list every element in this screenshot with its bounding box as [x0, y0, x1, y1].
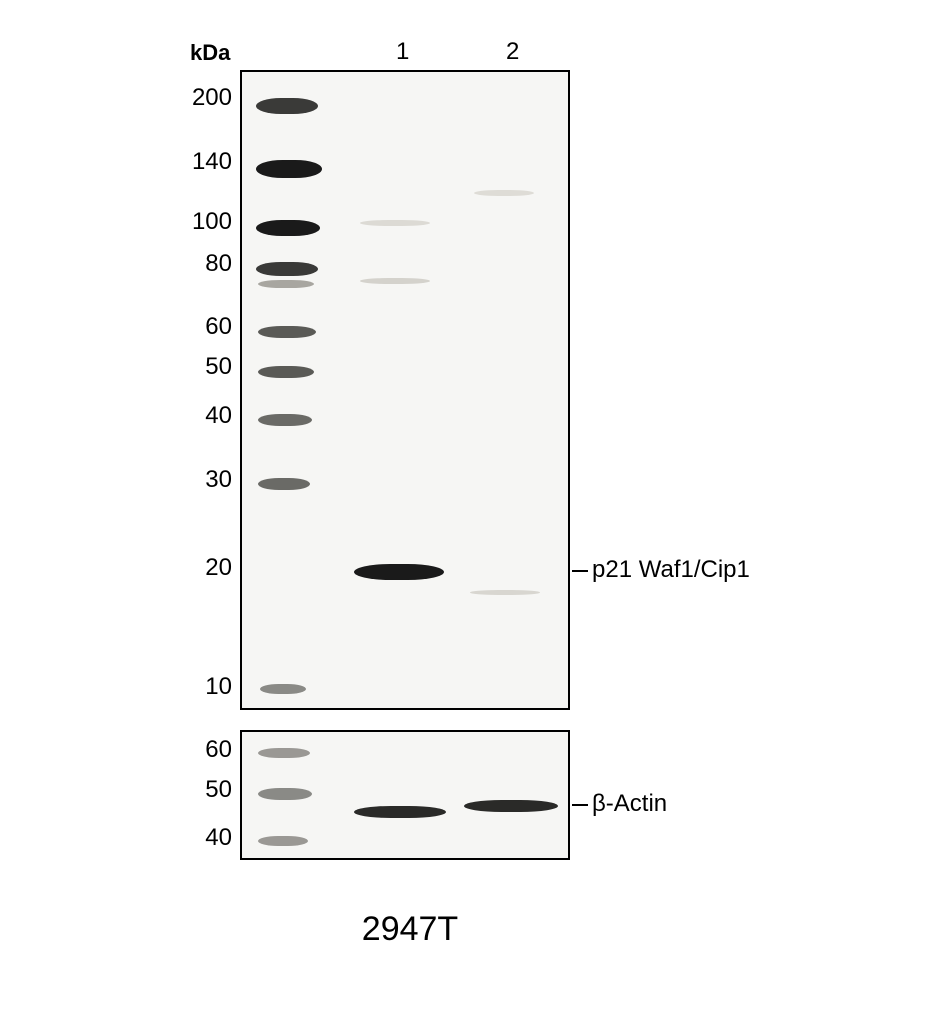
mw-label: 60: [182, 736, 232, 764]
ladder-band: [256, 262, 318, 276]
sample-band-faint: [360, 220, 430, 226]
mw-label: 40: [182, 402, 232, 430]
sample-band-faint: [470, 590, 540, 595]
mw-label: 40: [182, 824, 232, 852]
mw-label: 60: [182, 313, 232, 341]
ladder-band: [256, 220, 320, 236]
ladder-band: [260, 684, 306, 694]
sample-band-faint: [474, 190, 534, 196]
ladder-band: [256, 98, 318, 114]
actin-label: β-Actin: [592, 790, 667, 818]
ladder-band: [258, 748, 310, 758]
ladder-band: [258, 366, 314, 378]
actin-band-lane2: [464, 800, 558, 812]
mw-label: 50: [182, 776, 232, 804]
mw-label: 30: [182, 466, 232, 494]
lane-2-label: 2: [506, 38, 519, 66]
lane-1-label: 1: [396, 38, 409, 66]
blot-panel-bottom: [240, 730, 570, 860]
sample-band-faint: [360, 278, 430, 284]
mw-label: 10: [182, 673, 232, 701]
ladder-band: [256, 160, 322, 178]
ladder-band: [258, 836, 308, 846]
ladder-band: [258, 326, 316, 338]
mw-label: 100: [182, 208, 232, 236]
protein-tick: [572, 804, 588, 806]
ladder-band: [258, 414, 312, 426]
mw-label: 200: [182, 84, 232, 112]
ladder-band: [258, 788, 312, 800]
mw-label: 20: [182, 554, 232, 582]
blot-panel-top: [240, 70, 570, 710]
p21-label: p21 Waf1/Cip1: [592, 556, 750, 584]
protein-tick: [572, 570, 588, 572]
kda-unit-label: kDa: [190, 40, 230, 66]
mw-label: 80: [182, 250, 232, 278]
mw-label: 50: [182, 353, 232, 381]
actin-band-lane1: [354, 806, 446, 818]
catalog-number: 2947T: [310, 910, 510, 949]
western-blot-figure: kDa 1 2 200 140 100 80 60 50 40 30 20 10…: [160, 20, 800, 1000]
ladder-band: [258, 280, 314, 288]
ladder-band: [258, 478, 310, 490]
mw-label: 140: [182, 148, 232, 176]
p21-band-lane1: [354, 564, 444, 580]
